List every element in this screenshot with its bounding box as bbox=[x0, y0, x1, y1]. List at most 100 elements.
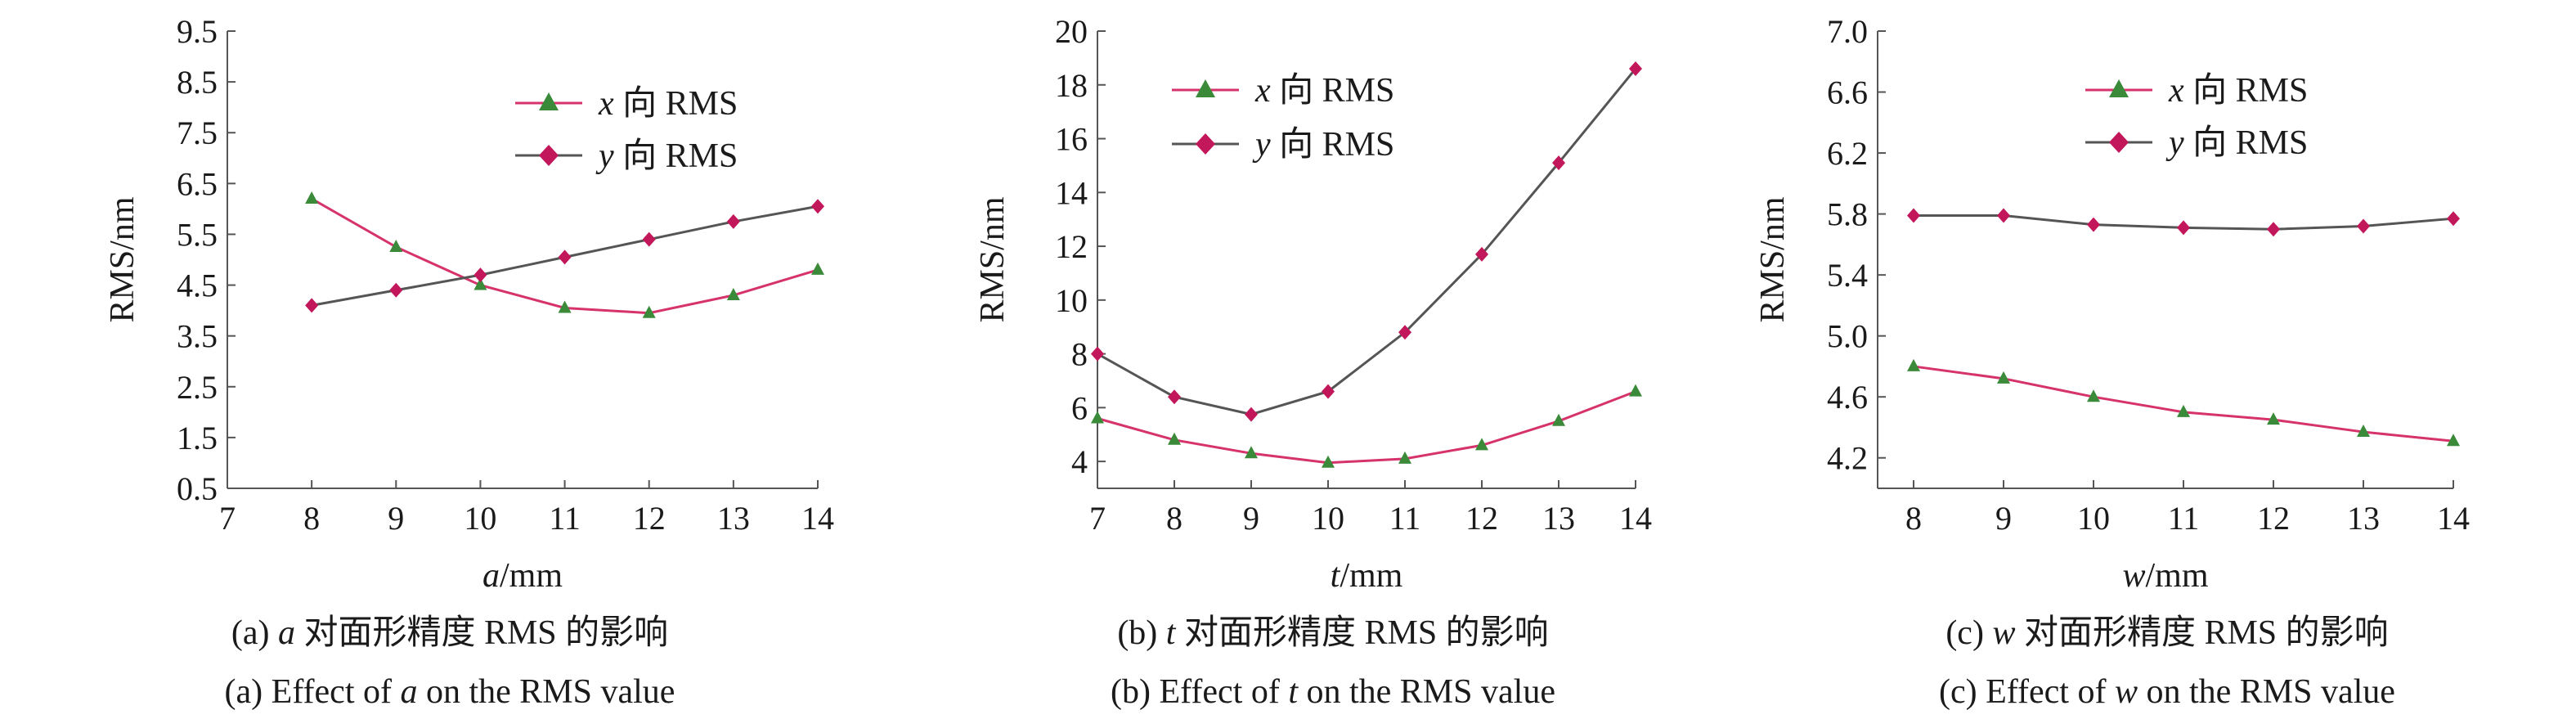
data-point-x bbox=[1907, 358, 1920, 371]
x-axis-label: t/mm bbox=[1331, 557, 1403, 595]
data-point-y bbox=[726, 213, 740, 229]
legend-marker-y bbox=[2109, 132, 2129, 153]
data-point-x bbox=[1629, 384, 1642, 397]
x-tick-label: 9 bbox=[388, 500, 404, 537]
y-tick-label: 14 bbox=[1055, 174, 1088, 211]
y-tick-label: 3.5 bbox=[177, 318, 218, 355]
caption-en: (c) Effect of w on the RMS value bbox=[1939, 673, 2395, 711]
y-tick-label: 8.5 bbox=[177, 64, 218, 101]
y-axis-label: RMS/nm bbox=[974, 196, 1012, 322]
y-tick-label: 20 bbox=[1055, 13, 1088, 50]
data-point-x bbox=[2177, 404, 2190, 417]
x-tick-label: 9 bbox=[1995, 500, 2012, 537]
data-point-x bbox=[811, 262, 824, 275]
y-tick-label: 5.4 bbox=[1827, 257, 1868, 294]
y-tick-label: 16 bbox=[1055, 121, 1088, 158]
data-point-x bbox=[473, 277, 487, 290]
data-point-x bbox=[2087, 389, 2100, 402]
data-point-y bbox=[1552, 155, 1565, 171]
y-tick-label: 12 bbox=[1055, 228, 1088, 265]
x-tick-label: 8 bbox=[1166, 500, 1183, 537]
legend-label-x: x 向 RMS bbox=[2168, 72, 2308, 110]
y-tick-label: 6.2 bbox=[1827, 135, 1868, 172]
data-point-y bbox=[1091, 346, 1104, 362]
y-tick-label: 6.5 bbox=[177, 165, 218, 202]
y-tick-label: 4.5 bbox=[177, 267, 218, 304]
x-tick-label: 14 bbox=[2437, 500, 2470, 537]
y-axis-label: RMS/nm bbox=[1754, 196, 1792, 322]
x-tick-label: 9 bbox=[1243, 500, 1259, 537]
x-tick-label: 11 bbox=[2168, 500, 2200, 537]
data-point-y bbox=[1322, 384, 1335, 399]
data-point-x bbox=[1168, 432, 1181, 445]
y-tick-label: 2.5 bbox=[177, 369, 218, 406]
data-point-x bbox=[642, 305, 656, 318]
y-tick-label: 4.6 bbox=[1827, 379, 1868, 416]
data-point-y bbox=[1245, 407, 1258, 422]
data-point-x bbox=[1091, 411, 1104, 424]
data-point-x bbox=[305, 191, 319, 204]
y-axis-label: RMS/nm bbox=[104, 196, 141, 322]
legend-label-x: x 向 RMS bbox=[1254, 72, 1394, 110]
legend-label-y: y 向 RMS bbox=[595, 137, 738, 175]
chart-panel-1: 0.5 1.5 2.5 3.5 4.5 5.5 6.5 7.5 8.5 9.5 7 8 9 10 11 12 1… bbox=[104, 13, 834, 711]
y-tick-label: 9.5 bbox=[177, 13, 218, 50]
y-tick-label: 18 bbox=[1055, 67, 1088, 104]
data-point-x bbox=[2357, 425, 2370, 438]
data-point-x bbox=[2447, 434, 2460, 447]
data-point-x bbox=[558, 300, 572, 313]
x-tick-label: 10 bbox=[2077, 500, 2110, 537]
x-tick-label: 12 bbox=[1465, 500, 1498, 537]
data-point-y bbox=[2267, 222, 2280, 237]
caption-cn: (c) w 对面形精度 RMS 的影响 bbox=[1945, 614, 2388, 652]
data-point-y bbox=[1398, 325, 1411, 340]
x-tick-label: 8 bbox=[303, 500, 320, 537]
data-point-y bbox=[1997, 208, 2010, 223]
data-point-x bbox=[726, 287, 740, 300]
x-tick-label: 13 bbox=[1542, 500, 1575, 537]
data-point-y bbox=[642, 231, 656, 247]
caption-cn: (a) a 对面形精度 RMS 的影响 bbox=[231, 614, 668, 652]
data-point-y bbox=[811, 199, 824, 214]
x-tick-label: 7 bbox=[219, 500, 236, 537]
chart-panel-3: 4.2 4.6 5.0 5.4 5.8 6.2 6.6 7.0 8 9 10 11 12 13 14 RMS/… bbox=[1754, 13, 2470, 711]
x-tick-label: 12 bbox=[2257, 500, 2290, 537]
x-tick-label: 7 bbox=[1089, 500, 1106, 537]
series-line-x bbox=[1913, 365, 2454, 443]
legend-label-y: y 向 RMS bbox=[2165, 124, 2308, 162]
data-point-x bbox=[1245, 446, 1258, 459]
data-point-y bbox=[558, 249, 572, 265]
data-point-y bbox=[1907, 208, 1920, 223]
y-tick-label: 1.5 bbox=[177, 420, 218, 456]
x-tick-label: 11 bbox=[549, 500, 581, 537]
legend-marker-x bbox=[539, 92, 559, 110]
data-point-y bbox=[389, 282, 403, 298]
data-point-x bbox=[389, 239, 403, 252]
legend-marker-y bbox=[539, 145, 559, 166]
x-tick-label: 10 bbox=[1312, 500, 1344, 537]
x-tick-label: 14 bbox=[1619, 500, 1652, 537]
data-point-y bbox=[305, 298, 319, 313]
y-tick-label: 5.0 bbox=[1827, 318, 1868, 355]
caption-cn: (b) t 对面形精度 RMS 的影响 bbox=[1117, 614, 1548, 652]
caption-en: (a) Effect of a on the RMS value bbox=[225, 673, 675, 711]
y-tick-label: 7.5 bbox=[177, 115, 218, 151]
x-tick-label: 8 bbox=[1905, 500, 1922, 537]
data-point-x bbox=[1322, 455, 1335, 468]
y-tick-label: 5.5 bbox=[177, 216, 218, 253]
legend-label-y: y 向 RMS bbox=[1252, 126, 1394, 164]
x-tick-label: 11 bbox=[1389, 500, 1421, 537]
x-tick-label: 13 bbox=[717, 500, 750, 537]
data-point-x bbox=[1475, 438, 1488, 451]
x-tick-label: 13 bbox=[2347, 500, 2380, 537]
data-point-y bbox=[2177, 220, 2190, 236]
data-point-y bbox=[1168, 389, 1181, 405]
x-tick-label: 10 bbox=[464, 500, 496, 537]
y-tick-label: 6.6 bbox=[1827, 74, 1868, 111]
series-line-y bbox=[1097, 68, 1637, 416]
legend-marker-x bbox=[1196, 79, 1215, 97]
data-point-y bbox=[2087, 217, 2100, 232]
data-point-y bbox=[2357, 218, 2370, 234]
y-tick-label: 5.8 bbox=[1827, 196, 1868, 233]
